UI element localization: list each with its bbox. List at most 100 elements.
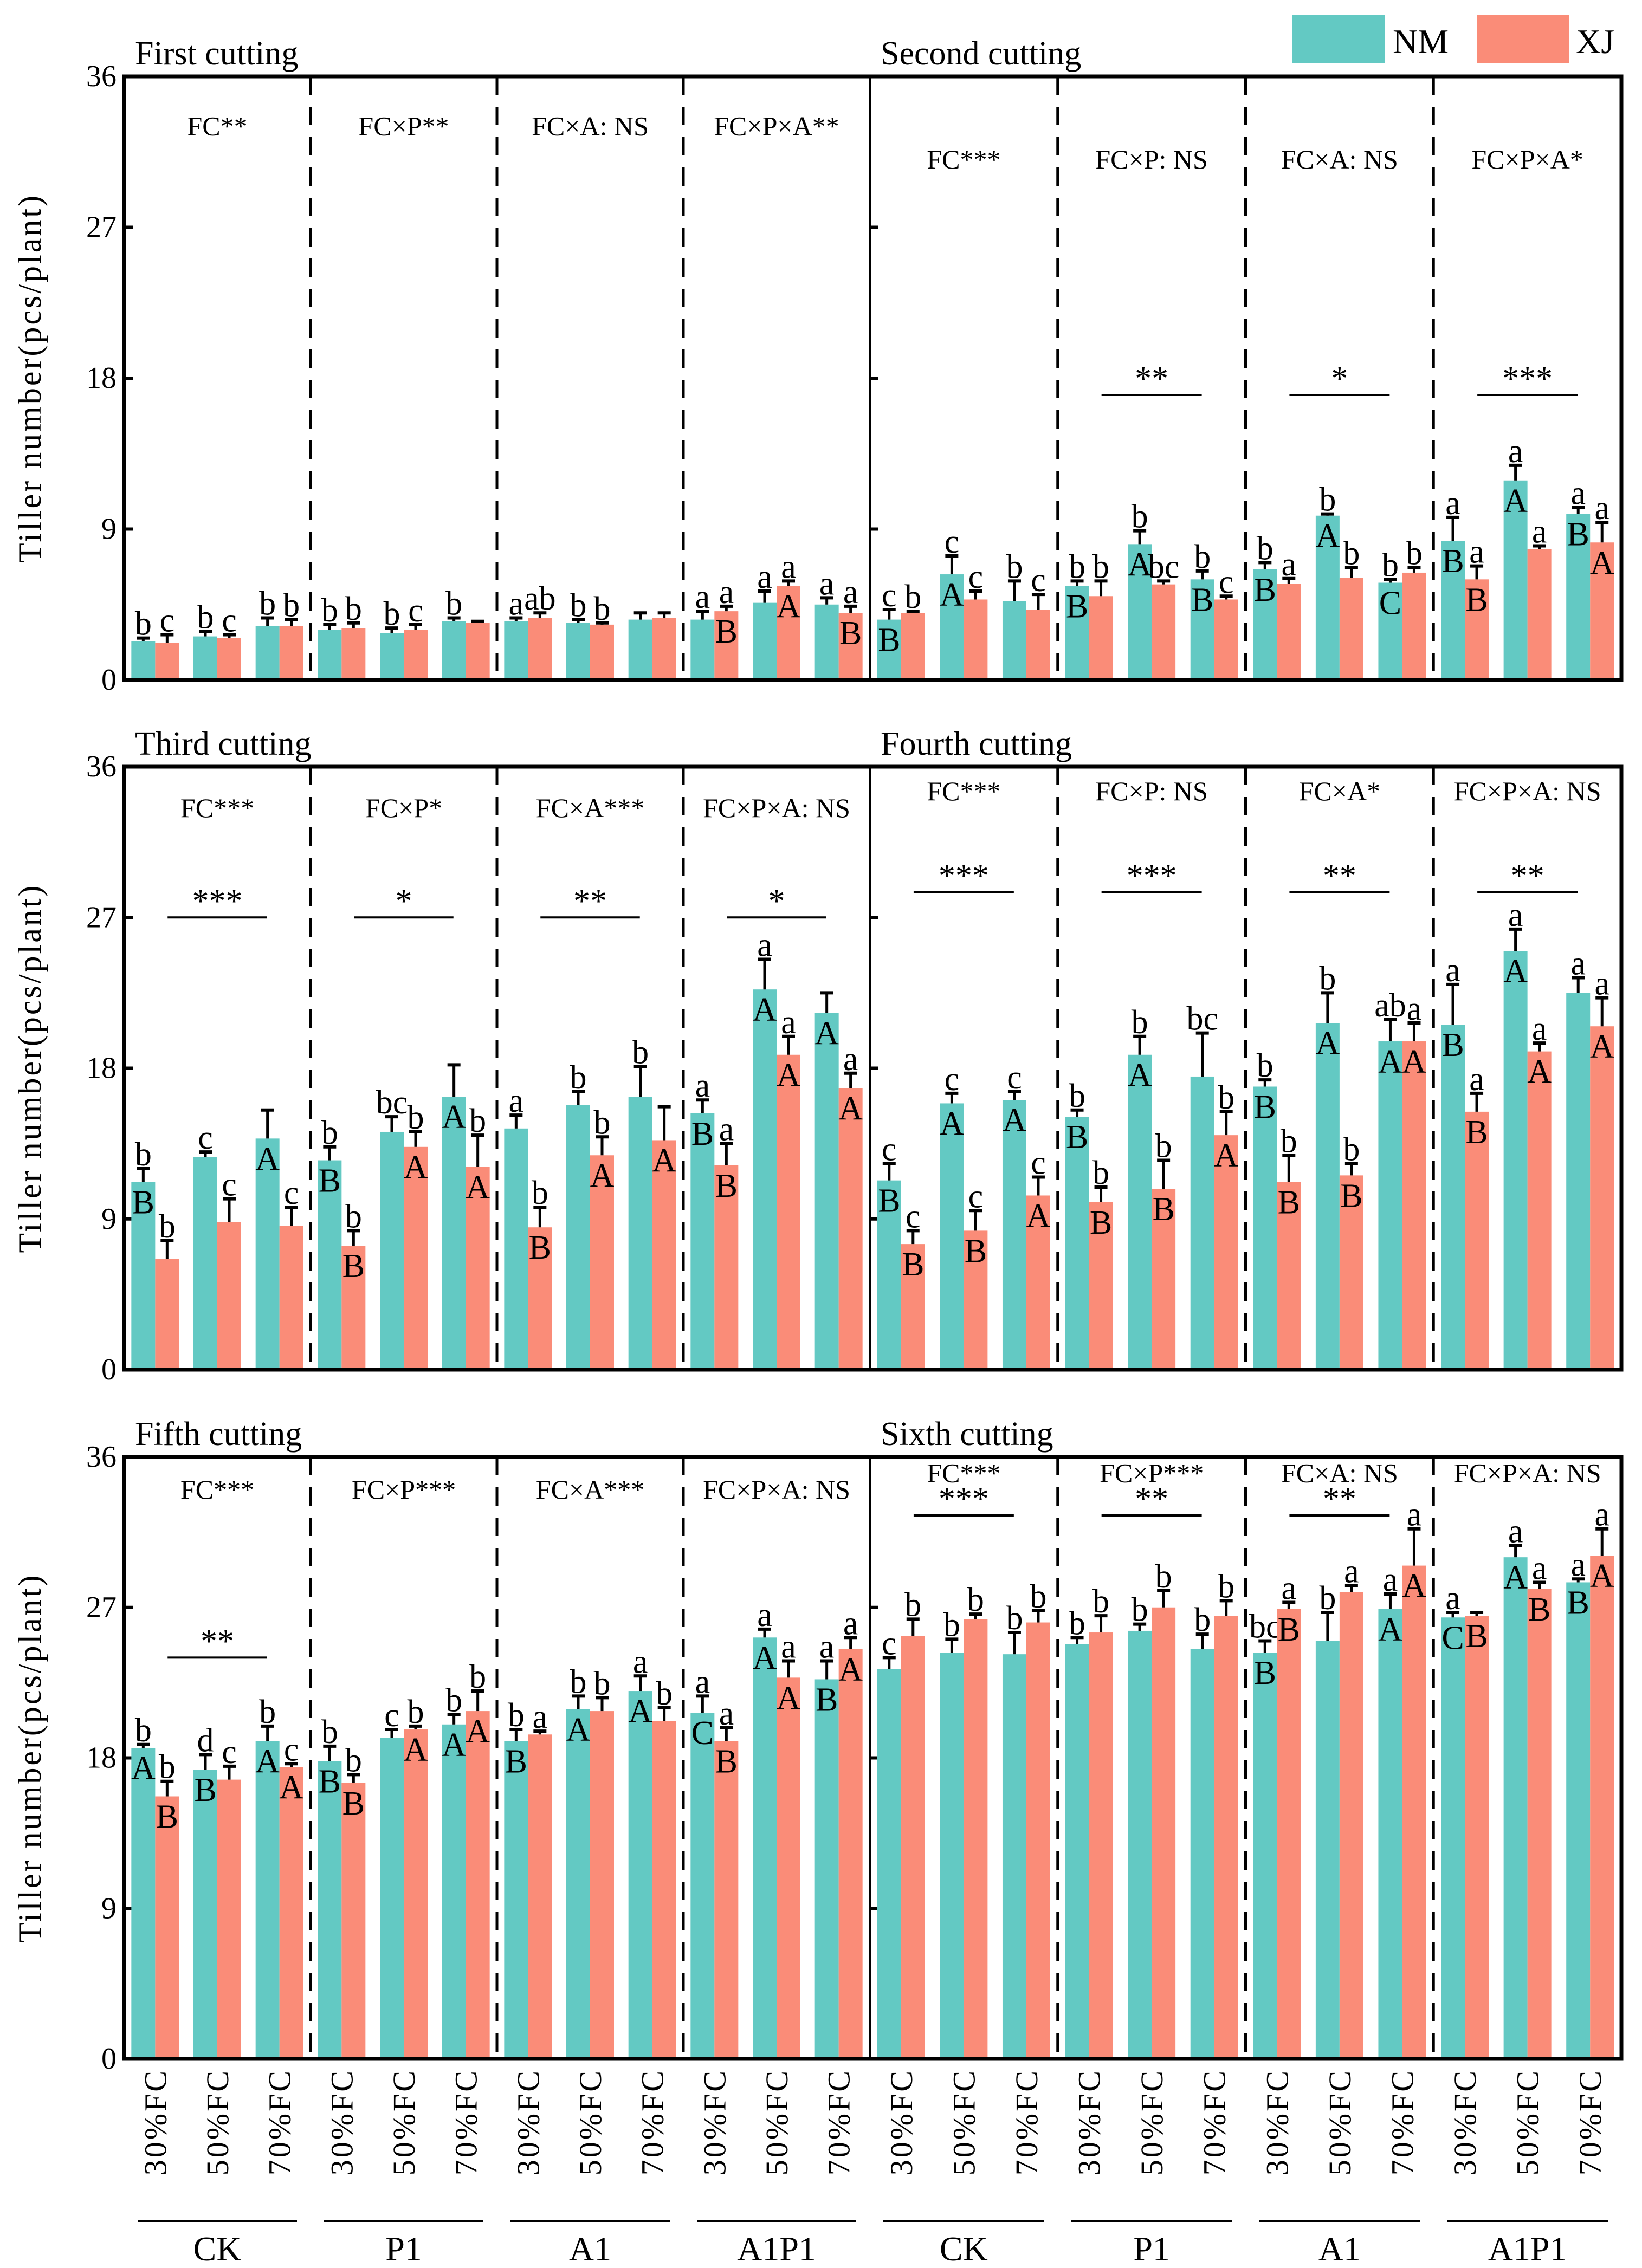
bar-xj <box>964 1619 988 2059</box>
bar-xj <box>1026 610 1050 680</box>
bar-nm <box>1566 514 1591 680</box>
letter-upper-nm: A <box>1378 1044 1402 1080</box>
letter-lower-nm: a <box>695 579 710 615</box>
x-tick-label: 30%FC <box>138 2069 173 2175</box>
letter-lower-nm: c <box>198 1119 213 1156</box>
letter-upper-xj: B <box>715 1168 738 1204</box>
interaction-label: FC×P* <box>365 793 442 823</box>
bar-xj <box>1465 1616 1489 2059</box>
significance-stars: *** <box>939 1481 989 1518</box>
bar-xj <box>341 1783 366 2059</box>
letter-upper-xj: A <box>1402 1568 1426 1605</box>
significance-stars: ** <box>201 1623 234 1660</box>
letter-upper-nm: B <box>132 1184 154 1221</box>
bar-xj <box>901 1244 925 1370</box>
bar-nm <box>1002 1654 1026 2059</box>
letter-upper-xj: A <box>1590 1558 1614 1595</box>
letter-upper-nm: B <box>1567 1584 1589 1621</box>
letter-lower-xj: a <box>1532 1010 1547 1047</box>
letter-lower-nm: bc <box>1186 1001 1218 1038</box>
panel-title: Second cutting <box>881 35 1081 72</box>
interaction-label: FC×A: NS <box>1281 144 1398 174</box>
letter-lower-nm: a <box>1508 897 1523 934</box>
bar-xj <box>217 1222 241 1370</box>
bar-nm <box>318 1761 342 2059</box>
letter-upper-xj: B <box>1152 1191 1174 1228</box>
letter-lower-nm: c <box>1007 1059 1022 1096</box>
panel-frame <box>122 1455 1624 2061</box>
letter-lower-xj: a <box>1469 534 1484 571</box>
letter-lower-xj: a <box>719 1695 734 1732</box>
letter-upper-nm: B <box>1191 581 1213 618</box>
panel-title: Fifth cutting <box>135 1416 302 1453</box>
letter-upper-nm: B <box>691 1116 714 1152</box>
letter-upper-nm: B <box>1254 1089 1276 1126</box>
letter-lower-xj: b <box>1343 1131 1360 1168</box>
interaction-label: FC×P×A* <box>1471 144 1583 174</box>
bar-xj <box>1339 578 1363 680</box>
letter-lower-nm: b <box>570 1059 587 1096</box>
letter-upper-nm: A <box>1503 1559 1528 1596</box>
x-tick-label: 50%FC <box>386 2069 422 2175</box>
letter-lower-xj: c <box>284 1175 299 1211</box>
bar-nm <box>504 1128 528 1370</box>
letter-lower-nm: b <box>1382 547 1399 584</box>
bar-nm <box>628 619 652 680</box>
letter-lower-xj: b <box>532 1175 548 1211</box>
letter-lower-nm: bc <box>376 1084 408 1121</box>
group-label: A1 <box>1318 2230 1361 2268</box>
letter-upper-xj: B <box>156 1798 178 1835</box>
bar-xj <box>1089 596 1113 680</box>
bar-xj <box>1277 584 1301 680</box>
bar-xj <box>714 1741 739 2059</box>
bar-nm <box>1253 1653 1277 2059</box>
interaction-label: FC*** <box>180 1474 254 1505</box>
letter-upper-xj: B <box>715 1744 738 1780</box>
bar-xj <box>1214 1135 1238 1370</box>
letter-upper-nm: A <box>1315 518 1340 555</box>
group-label: A1 <box>569 2230 611 2268</box>
bar-xj <box>590 1155 614 1370</box>
significance-stars: ** <box>1511 858 1544 895</box>
interaction-label: FC*** <box>927 1457 1000 1488</box>
letter-lower-xj: a <box>843 574 858 611</box>
interaction-label: FC×P×A: NS <box>703 793 850 823</box>
bar-nm <box>1315 1641 1340 2059</box>
x-tick-label: 70%FC <box>1009 2069 1044 2175</box>
letter-upper-xj: A <box>652 1142 676 1179</box>
y-tick-label: 27 <box>86 211 117 244</box>
bar-xj <box>279 1767 303 2059</box>
letter-lower-nm: a <box>1445 485 1460 522</box>
bar-nm <box>1441 1025 1465 1370</box>
letter-lower-nm: a <box>757 559 772 595</box>
letter-upper-xj: B <box>1465 581 1488 618</box>
letter-upper-nm: B <box>319 1163 341 1200</box>
letter-lower-nm: a <box>1508 1513 1523 1550</box>
bar-xj <box>1214 1616 1238 2059</box>
letter-upper-nm: A <box>628 1693 652 1730</box>
letter-lower-xj: b <box>1218 1079 1234 1116</box>
y-tick-label: 18 <box>86 1052 117 1085</box>
bar-nm <box>1065 1117 1089 1370</box>
letter-lower-xj: b <box>345 591 362 627</box>
bar-nm <box>1253 569 1277 680</box>
bar-xj <box>1089 1202 1113 1370</box>
letter-lower-nm: a <box>1570 945 1586 982</box>
bar-nm <box>940 1103 964 1370</box>
letter-lower-nm: c <box>882 1625 897 1662</box>
letter-lower-xj: b <box>1343 535 1360 572</box>
significance-stars: ** <box>1135 360 1168 397</box>
bar-xj <box>217 1779 241 2059</box>
bar-nm <box>1128 544 1152 680</box>
x-tick-label: 70%FC <box>822 2069 857 2175</box>
letter-lower-xj: c <box>160 602 175 639</box>
bar-nm <box>877 1180 901 1370</box>
letter-upper-nm: A <box>442 1727 466 1764</box>
bar-xj <box>1277 1609 1301 2059</box>
y-tick-label: 36 <box>86 60 117 93</box>
bar-xj <box>1402 1041 1426 1370</box>
group-label: A1P1 <box>737 2230 816 2268</box>
letter-upper-nm: B <box>1441 1027 1464 1064</box>
bar-nm <box>1065 586 1089 680</box>
bar-xj <box>1590 1556 1614 2059</box>
